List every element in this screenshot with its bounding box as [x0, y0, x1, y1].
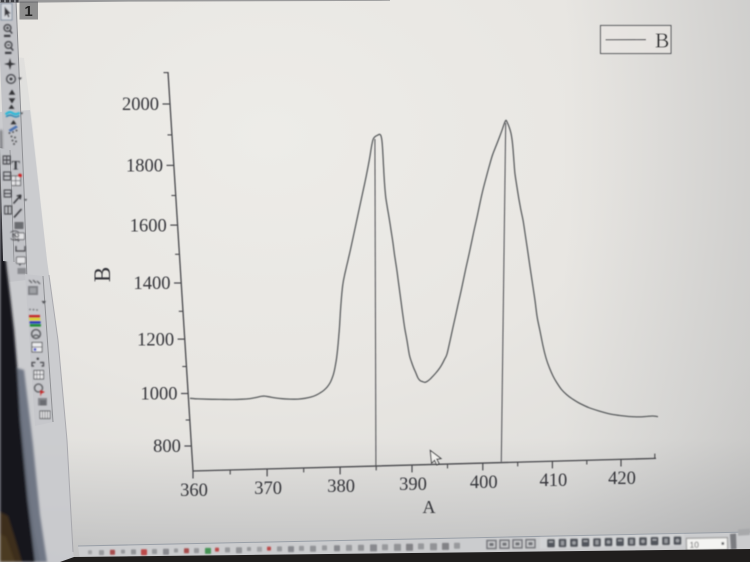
- svg-text:1600: 1600: [130, 216, 167, 236]
- svg-text:A: A: [423, 497, 436, 517]
- svg-text:420: 420: [608, 469, 636, 489]
- svg-text:10: 10: [689, 540, 699, 550]
- svg-text:360: 360: [180, 481, 208, 501]
- svg-text:390: 390: [399, 475, 427, 495]
- svg-text:B: B: [90, 267, 115, 282]
- svg-text:B: B: [655, 29, 669, 53]
- svg-text:1: 1: [24, 3, 32, 20]
- svg-text:1200: 1200: [137, 330, 174, 350]
- svg-text:2000: 2000: [122, 95, 159, 115]
- svg-text:400: 400: [470, 473, 498, 493]
- svg-text:1800: 1800: [126, 157, 163, 177]
- svg-text:T: T: [12, 159, 21, 173]
- svg-text:370: 370: [254, 479, 282, 499]
- svg-text:1400: 1400: [134, 274, 171, 294]
- svg-text:(2): (2): [11, 230, 21, 241]
- svg-text:1000: 1000: [141, 385, 178, 405]
- svg-text:800: 800: [153, 437, 181, 457]
- svg-text:380: 380: [327, 477, 355, 497]
- svg-text:410: 410: [540, 471, 568, 491]
